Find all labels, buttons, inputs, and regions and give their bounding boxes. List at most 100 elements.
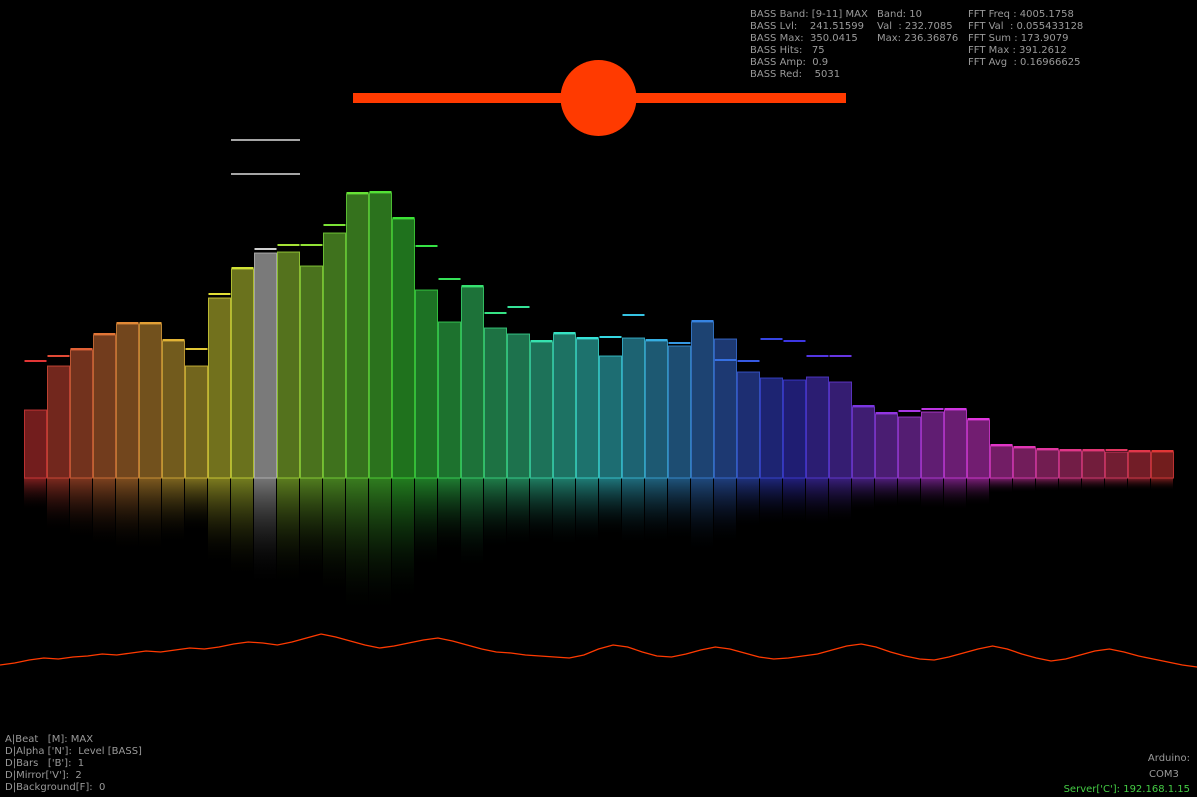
bass-stat-line: BASS Band: [9-11] MAX <box>750 9 868 20</box>
bar-reflections <box>24 478 1173 615</box>
spectrum-bar <box>185 365 208 479</box>
spectrum-bar <box>346 193 369 479</box>
bass-stat-line: BASS Hits: 75 <box>750 45 825 56</box>
spectrum-bar <box>93 334 116 479</box>
spectrum-bar <box>208 297 231 479</box>
spectrum-bar <box>622 337 645 479</box>
spectrum-bar <box>415 289 438 479</box>
spectrum-bar <box>231 268 254 479</box>
peak-marker <box>231 267 254 269</box>
spectrum-bar <box>438 321 461 479</box>
peak-marker <box>898 410 921 412</box>
fft-stat-line: FFT Freq : 4005.1758 <box>968 9 1074 20</box>
spectrum-bar <box>507 333 530 479</box>
bar-reflection <box>507 478 529 548</box>
bar-reflection <box>645 478 667 544</box>
bar-reflection <box>1082 478 1104 491</box>
bass-stat-line: BASS Red: 5031 <box>750 69 841 80</box>
spectrum-bars <box>24 192 1174 479</box>
peak-marker <box>392 217 415 219</box>
spectrum-bar <box>852 406 875 479</box>
bar-reflection <box>806 478 828 527</box>
bar-reflection <box>277 478 299 587</box>
fft-stat-line: FFT Max : 391.2612 <box>968 45 1067 56</box>
peak-marker <box>70 348 93 350</box>
control-hint: D|Mirror['V']: 2 <box>5 770 82 781</box>
fft-stat-line: FFT Val : 0.055433128 <box>968 21 1084 32</box>
peak-marker <box>1082 449 1105 451</box>
fft-stats: FFT Freq : 4005.1758 FFT Val : 0.0554331… <box>968 9 1083 69</box>
spectrum-bar <box>691 321 714 479</box>
bar-reflection <box>691 478 713 553</box>
spectrum-bar <box>369 192 392 479</box>
control-hint: A|Beat [M]: MAX <box>5 734 94 745</box>
bar-reflection <box>346 478 368 615</box>
bar-reflection <box>461 478 483 570</box>
band-stat-line: Val : 232.7085 <box>877 21 953 32</box>
spectrum-bar <box>1128 451 1151 479</box>
waveform-line <box>0 633 1197 668</box>
peak-marker <box>47 355 70 357</box>
controls-legend: A|Beat [M]: MAX D|Alpha ['N']: Level [BA… <box>5 734 142 794</box>
spectrum-bar <box>70 349 93 479</box>
peak-marker <box>162 339 185 341</box>
band-stat-line: Max: 236.36876 <box>877 33 959 44</box>
peak-marker <box>208 293 231 295</box>
peak-marker <box>93 333 116 335</box>
spectrum-bar <box>714 338 737 479</box>
bar-reflection <box>254 478 276 586</box>
bar-reflection <box>392 478 414 603</box>
spectrum-bar <box>645 340 668 479</box>
spectrum-bar <box>668 345 691 479</box>
spectrum-bar <box>139 323 162 479</box>
bar-reflection <box>990 478 1012 494</box>
spectrum-bar <box>277 251 300 479</box>
bar-reflection <box>1059 478 1081 491</box>
bar-reflection <box>369 478 391 615</box>
peak-marker <box>829 355 852 357</box>
bar-reflection <box>829 478 851 525</box>
fft-stat-line: FFT Sum : 173.9079 <box>968 33 1069 44</box>
spectrum-bar <box>162 340 185 479</box>
bar-reflection <box>714 478 736 545</box>
bar-reflection <box>484 478 506 550</box>
bar-reflection <box>323 478 345 596</box>
peak-marker <box>944 408 967 410</box>
spectrum-bar <box>806 376 829 479</box>
arduino-port: COM3 <box>1149 769 1179 780</box>
bar-reflection <box>576 478 598 545</box>
bar-reflection <box>24 478 46 511</box>
peak-marker <box>1105 449 1128 451</box>
bar-reflection <box>668 478 690 542</box>
spectrum-bar <box>530 341 553 479</box>
arduino-label: Arduino: <box>1147 753 1190 764</box>
peak-marker <box>139 322 162 324</box>
level-markers <box>231 139 300 175</box>
bar-reflection <box>438 478 460 553</box>
bar-reflection <box>1105 478 1127 491</box>
spectrum-bar <box>898 416 921 479</box>
band-stat-line: Band: 10 <box>877 9 922 20</box>
fft-stat-line: FFT Avg : 0.16966625 <box>968 57 1081 68</box>
peak-marker <box>1013 446 1036 448</box>
bar-reflection <box>530 478 552 544</box>
bass-stat-line: BASS Amp: 0.9 <box>750 57 829 68</box>
spectrum-bar <box>921 411 944 479</box>
peak-marker <box>714 359 737 361</box>
bar-reflection <box>1151 478 1173 491</box>
peak-marker <box>323 224 346 226</box>
peak-marker <box>507 306 530 308</box>
bar-reflection <box>967 478 989 506</box>
spectrum-bar <box>760 377 783 479</box>
peak-marker <box>990 444 1013 446</box>
bar-reflection <box>898 478 920 508</box>
bar-reflection <box>231 478 253 579</box>
peak-marker <box>668 342 691 344</box>
bar-reflection <box>162 478 184 544</box>
spectrum-bar <box>116 323 139 479</box>
control-hint: D|Background[F]: 0 <box>5 782 106 793</box>
peak-marker <box>576 337 599 339</box>
spectrum-bar-active <box>254 252 277 479</box>
bar-reflection <box>1036 478 1058 492</box>
bar-reflection <box>1128 478 1150 491</box>
